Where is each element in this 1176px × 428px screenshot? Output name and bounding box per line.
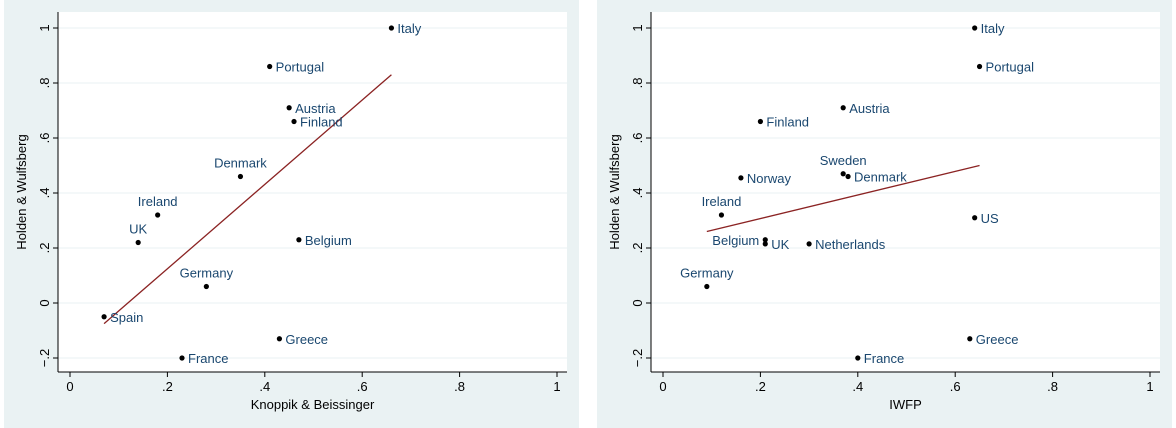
plot-group: −.2 0 .2 .4 .6 .8 1 0 .2 .4 .6 .8 1 Knoppik & Beissin…	[14, 12, 567, 412]
data-point	[806, 241, 812, 247]
x-tick-label: .6	[357, 379, 368, 394]
x-tick-label: .8	[1047, 379, 1058, 394]
x-tick-label: .6	[950, 379, 961, 394]
y-tick-label: −.2	[630, 349, 645, 367]
data-point	[738, 175, 744, 181]
y-axis-title: Holden & Wulfsberg	[607, 134, 622, 249]
data-point	[704, 283, 710, 290]
y-tick-label: 1	[630, 24, 645, 31]
data-point	[840, 171, 846, 177]
fit-line	[103, 74, 392, 325]
y-tick-label: .2	[630, 243, 645, 254]
data-point	[762, 237, 768, 243]
data-point	[388, 25, 395, 31]
y-tick-label: 1	[37, 24, 52, 31]
x-tick-label: 1	[553, 379, 560, 394]
point-label: Norway	[747, 171, 792, 186]
y-tick-label: .6	[37, 133, 52, 144]
data-point	[845, 173, 851, 180]
point-label: Netherlands	[815, 237, 886, 252]
x-tick-label: .4	[852, 379, 863, 394]
data-point	[286, 105, 292, 111]
point-label: Denmark	[214, 156, 267, 171]
data-point	[718, 212, 725, 218]
y-tick-label: .2	[37, 243, 52, 254]
data-point	[135, 239, 141, 246]
point-label: Italy	[397, 21, 421, 36]
point-label: Finland	[300, 115, 343, 130]
y-tick-label: −.2	[37, 349, 52, 367]
point-label: US	[981, 211, 999, 226]
point-label: Portugal	[986, 60, 1035, 75]
y-tick-label: .8	[630, 78, 645, 89]
right-chart-panel: −.2 0 .2 .4 .6 .8 1 0 .2 .4 .6 .8 1 IWFP Holden & Wulf…	[597, 0, 1172, 428]
data-point	[101, 314, 107, 320]
data-point	[840, 105, 846, 111]
x-axis-title: Knoppik & Beissinger	[251, 397, 375, 412]
point-label: Finland	[766, 115, 809, 130]
y-tick-label: .8	[37, 78, 52, 89]
point-label: Belgium	[712, 233, 759, 248]
plot-area	[651, 12, 1160, 372]
point-label: Greece	[976, 332, 1019, 347]
data-point	[976, 63, 983, 70]
point-label: Ireland	[138, 194, 178, 209]
point-label: France	[188, 351, 228, 366]
y-tick-label: .4	[37, 188, 52, 199]
left-scatter-chart: −.2 0 .2 .4 .6 .8 1 0 .2 .4 .6 .8 1 Knoppik & Beissin…	[14, 12, 567, 412]
data-point	[296, 237, 302, 243]
x-tick-label: 0	[66, 379, 73, 394]
data-point	[972, 215, 978, 221]
data-point	[855, 355, 861, 361]
point-label: UK	[129, 222, 147, 237]
y-tick-label: 0	[37, 299, 52, 306]
x-tick-label: .4	[259, 379, 270, 394]
point-label: Germany	[180, 266, 234, 281]
y-tick-label: .4	[630, 188, 645, 199]
data-point	[179, 355, 185, 361]
plot-group: −.2 0 .2 .4 .6 .8 1 0 .2 .4 .6 .8 1 IWFP Holden & Wulf…	[607, 12, 1160, 412]
point-label: UK	[771, 237, 789, 252]
data-point	[762, 241, 768, 247]
x-tick-label: .8	[454, 379, 465, 394]
data-point	[203, 283, 209, 290]
data-point	[237, 173, 244, 180]
plot-area	[58, 12, 567, 372]
point-label: Portugal	[276, 60, 325, 75]
y-tick-label: 0	[630, 299, 645, 306]
data-point	[967, 336, 973, 342]
data-point	[276, 336, 283, 342]
data-point	[972, 25, 978, 31]
y-tick-label: .6	[630, 133, 645, 144]
data-point	[757, 118, 763, 125]
point-label: Austria	[849, 101, 890, 116]
point-label: Greece	[285, 332, 328, 347]
point-label: Ireland	[702, 194, 742, 209]
x-tick-label: .2	[755, 379, 766, 394]
x-tick-label: 0	[659, 379, 666, 394]
fit-line	[706, 164, 980, 233]
point-label: Belgium	[305, 233, 352, 248]
point-label: France	[864, 351, 904, 366]
left-chart-panel: −.2 0 .2 .4 .6 .8 1 0 .2 .4 .6 .8 1 Knoppik & Beissin…	[4, 0, 579, 428]
point-label: Italy	[981, 21, 1005, 36]
data-point	[155, 212, 161, 218]
point-label: Denmark	[854, 170, 907, 185]
y-axis-title: Holden & Wulfsberg	[14, 134, 29, 249]
point-label: Spain	[110, 310, 143, 325]
data-point	[291, 118, 297, 125]
right-scatter-chart: −.2 0 .2 .4 .6 .8 1 0 .2 .4 .6 .8 1 IWFP Holden & Wulf…	[607, 12, 1160, 412]
data-point	[267, 63, 273, 70]
x-axis-title: IWFP	[889, 397, 922, 412]
point-label: Austria	[295, 101, 336, 116]
point-label: Sweden	[820, 153, 867, 168]
x-tick-label: .2	[162, 379, 173, 394]
point-label: Germany	[680, 266, 734, 281]
x-tick-label: 1	[1146, 379, 1153, 394]
